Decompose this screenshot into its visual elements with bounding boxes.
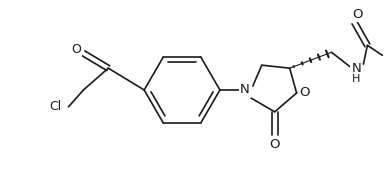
Text: O: O [300,87,310,99]
Text: N: N [240,84,250,96]
Text: Cl: Cl [50,100,62,113]
Text: O: O [269,138,280,151]
Text: N: N [351,62,361,75]
Text: O: O [71,43,82,56]
Text: H: H [352,74,361,84]
Text: O: O [352,8,363,21]
